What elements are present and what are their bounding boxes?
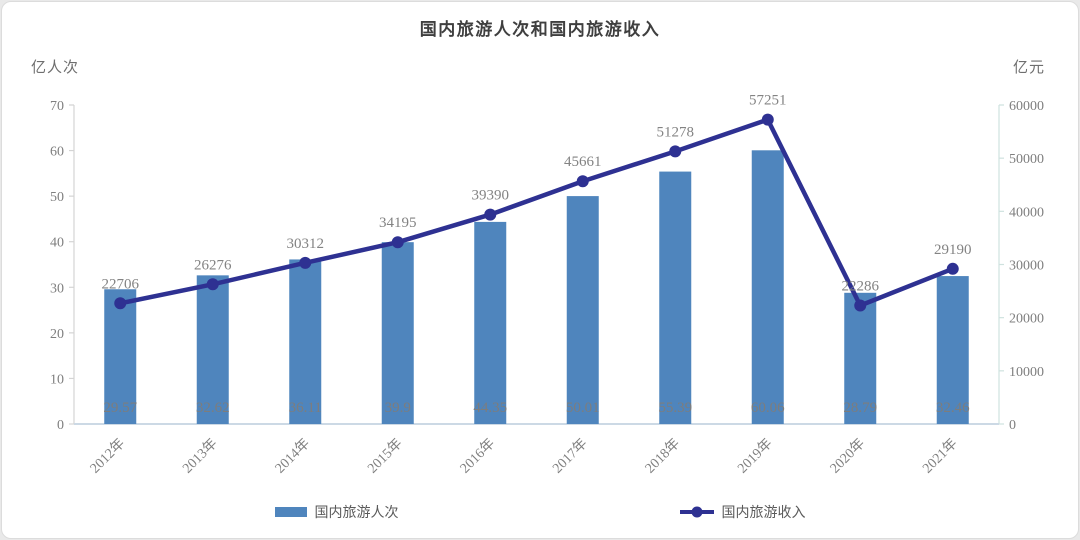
bar-2016: [474, 221, 507, 424]
bar-2017: [566, 196, 599, 424]
bar-2021: [936, 276, 969, 424]
line-point-2018: [669, 145, 682, 158]
left-axis-tick-label-40: 40: [50, 236, 64, 251]
right-axis-unit-label: 亿元: [1012, 60, 1045, 76]
right-axis-tick-label-20000: 20000: [1009, 312, 1044, 327]
bar-2013: [196, 275, 229, 424]
x-axis-label-2015: 2015年: [365, 436, 406, 477]
bar-data-label-2021: 32.46: [936, 400, 970, 416]
right-axis-tick-label-50000: 50000: [1009, 152, 1044, 167]
revenue-line: [118, 117, 955, 308]
line-point-2015: [391, 236, 404, 249]
x-axis-label-2020: 2020年: [827, 436, 868, 477]
bar-2015: [381, 242, 414, 424]
bar-data-label-2012: 29.57: [103, 400, 137, 416]
left-axis-tick-label-20: 20: [50, 327, 64, 342]
line-data-label-2014: 30312: [287, 236, 325, 252]
legend-label-bar-series: 国内旅游人次: [314, 506, 399, 521]
line-point-2021: [946, 262, 959, 275]
bar-data-label-2019: 60.06: [751, 400, 785, 416]
right-axis-tick-label-30000: 30000: [1009, 259, 1044, 274]
x-axis-label-2018: 2018年: [642, 436, 683, 477]
left-axis-tick-label-10: 10: [50, 372, 64, 387]
bar-series-swatch-icon: [274, 507, 307, 517]
x-axis-label-2013: 2013年: [180, 436, 221, 477]
line-data-label-2018: 51278: [657, 124, 695, 140]
line-point-2013: [206, 278, 219, 291]
bar-2019: [751, 150, 784, 424]
bar-data-label-2016: 44.35: [473, 400, 507, 416]
left-axis-tick-label-60: 60: [50, 145, 64, 160]
line-data-label-2017: 45661: [564, 154, 602, 170]
left-axis-tick-label-0: 0: [57, 418, 64, 433]
line-point-2017: [576, 175, 589, 188]
legend-label-line-series: 国内旅游收入: [721, 506, 806, 521]
x-axis-label-2012: 2012年: [87, 436, 128, 477]
x-axis-label-2014: 2014年: [272, 436, 313, 477]
x-axis-label-2016: 2016年: [457, 436, 498, 477]
chart-title: 国内旅游人次和国内旅游收入: [419, 20, 661, 39]
line-data-label-2015: 34195: [379, 215, 417, 231]
x-axis-label-2017: 2017年: [550, 436, 591, 477]
line-data-label-2016: 39390: [472, 188, 510, 204]
bar-2020: [844, 292, 877, 424]
right-axis-tick-label-40000: 40000: [1009, 205, 1044, 220]
x-axis-label-2019: 2019年: [735, 436, 776, 477]
legend-item-bar-series: 国内旅游人次: [274, 502, 399, 522]
bar-2014: [289, 259, 322, 424]
line-point-2019: [761, 113, 774, 126]
line-point-2012: [114, 297, 127, 310]
bar-2012: [104, 289, 137, 424]
legend-item-line-series: 国内旅游收入: [679, 502, 806, 522]
left-axis-tick-label-30: 30: [50, 281, 64, 296]
line-series-dot-icon: [691, 506, 702, 518]
line-data-label-2021: 29190: [934, 242, 972, 258]
line-series-swatch-icon: [679, 506, 714, 518]
x-axis-label-2021: 2021年: [920, 436, 961, 477]
bar-data-label-2017: 50.01: [566, 400, 600, 416]
line-data-label-2013: 26276: [194, 257, 232, 273]
line-point-2016: [484, 208, 497, 221]
bar-2018: [659, 171, 692, 424]
right-axis-tick-label-60000: 60000: [1009, 99, 1044, 114]
right-axis-tick-label-0: 0: [1009, 418, 1016, 433]
chart-legend: 国内旅游人次 国内旅游收入: [2, 502, 1078, 522]
line-data-label-2020: 22286: [842, 279, 880, 295]
left-axis-unit-label: 亿人次: [31, 60, 80, 76]
bar-data-label-2015: 39.9: [385, 400, 411, 416]
bar-data-label-2014: 36.11: [289, 400, 322, 416]
line-point-2020: [854, 299, 867, 312]
left-axis-tick-label-70: 70: [50, 99, 64, 114]
left-axis-tick-label-50: 50: [50, 190, 64, 205]
right-axis-tick-label-10000: 10000: [1009, 365, 1044, 380]
line-data-label-2019: 57251: [749, 93, 787, 109]
bar-data-label-2013: 32.62: [196, 400, 230, 416]
line-point-2014: [299, 256, 312, 269]
line-data-label-2012: 22706: [102, 276, 140, 292]
bar-data-label-2020: 28.79: [843, 400, 877, 416]
bar-data-label-2018: 55.39: [658, 400, 692, 416]
